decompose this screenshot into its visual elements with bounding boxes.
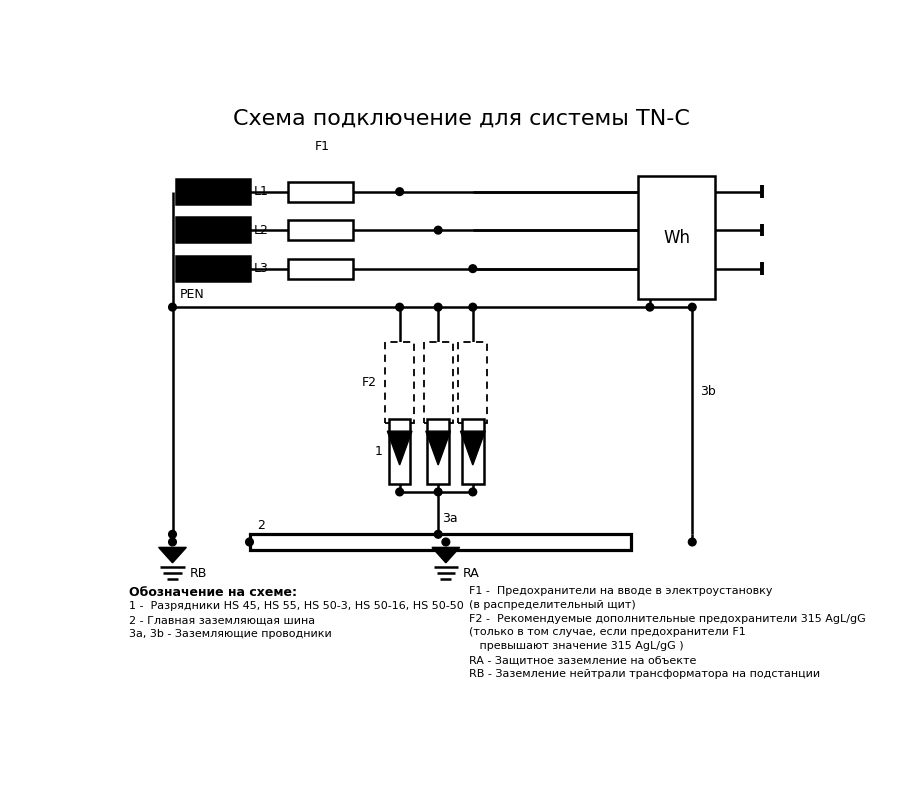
Bar: [385, 342, 414, 423]
Circle shape: [396, 188, 403, 196]
Bar: [176, 179, 249, 204]
Circle shape: [469, 304, 477, 311]
Text: Обозначение на схеме:: Обозначение на схеме:: [129, 586, 297, 599]
Text: (только в том случае, если предохранители F1: (только в том случае, если предохранител…: [469, 627, 746, 638]
Text: L2: L2: [254, 223, 268, 237]
Bar: [288, 258, 354, 279]
Circle shape: [435, 304, 442, 311]
Circle shape: [168, 530, 176, 538]
Circle shape: [168, 538, 176, 546]
Text: превышают значение 315 AgL/gG ): превышают значение 315 AgL/gG ): [469, 642, 684, 651]
Bar: [176, 217, 249, 242]
Text: F2 -  Рекомендуемые дополнительные предохранители 315 AgL/gG: F2 - Рекомендуемые дополнительные предох…: [469, 614, 866, 623]
Circle shape: [646, 304, 653, 311]
Circle shape: [688, 304, 696, 311]
Text: RA: RA: [463, 567, 480, 580]
Bar: [288, 181, 354, 202]
Text: Wh: Wh: [663, 229, 690, 247]
Bar: [249, 534, 631, 549]
Circle shape: [469, 488, 477, 496]
Circle shape: [688, 538, 696, 546]
Text: F1: F1: [315, 140, 330, 153]
Text: L1: L1: [254, 185, 268, 198]
Polygon shape: [158, 548, 186, 563]
Circle shape: [435, 488, 442, 496]
Circle shape: [435, 227, 442, 234]
Text: 2 - Главная заземляющая шина: 2 - Главная заземляющая шина: [129, 615, 315, 625]
Circle shape: [442, 538, 450, 546]
Bar: [176, 255, 249, 281]
Polygon shape: [461, 431, 485, 465]
Bar: [462, 419, 483, 484]
Bar: [458, 342, 488, 423]
Text: 1: 1: [374, 445, 382, 459]
Text: Схема подключение для системы TN-C: Схема подключение для системы TN-C: [233, 108, 689, 129]
Text: F1 -  Предохранители на вводе в электроустановку: F1 - Предохранители на вводе в электроус…: [469, 586, 772, 596]
Polygon shape: [387, 431, 412, 465]
Polygon shape: [426, 431, 451, 465]
Circle shape: [396, 488, 403, 496]
Bar: [428, 419, 449, 484]
Text: PEN: PEN: [180, 288, 205, 301]
Circle shape: [246, 538, 254, 546]
Text: 1 -  Разрядники HS 45, HS 55, HS 50-3, HS 50-16, HS 50-50: 1 - Разрядники HS 45, HS 55, HS 50-3, HS…: [129, 601, 464, 611]
Circle shape: [435, 530, 442, 538]
Text: F2: F2: [362, 376, 376, 389]
Text: 3а, 3b - Заземляющие проводники: 3а, 3b - Заземляющие проводники: [129, 629, 331, 639]
Text: (в распределительный щит): (в распределительный щит): [469, 599, 635, 610]
Text: 2: 2: [257, 519, 266, 532]
Text: RB - Заземление нейтрали трансформатора на подстанции: RB - Заземление нейтрали трансформатора …: [469, 669, 820, 679]
Circle shape: [469, 265, 477, 273]
Bar: [288, 220, 354, 240]
Bar: [389, 419, 410, 484]
Circle shape: [168, 304, 176, 311]
Bar: [638, 176, 716, 300]
Text: RA - Защитное заземление на объекте: RA - Защитное заземление на объекте: [469, 655, 697, 665]
Text: L3: L3: [254, 262, 268, 275]
Text: RB: RB: [189, 567, 207, 580]
Polygon shape: [432, 548, 460, 563]
Text: 3а: 3а: [442, 512, 457, 525]
Circle shape: [396, 304, 403, 311]
Bar: [424, 342, 453, 423]
Text: 3b: 3b: [700, 386, 716, 398]
